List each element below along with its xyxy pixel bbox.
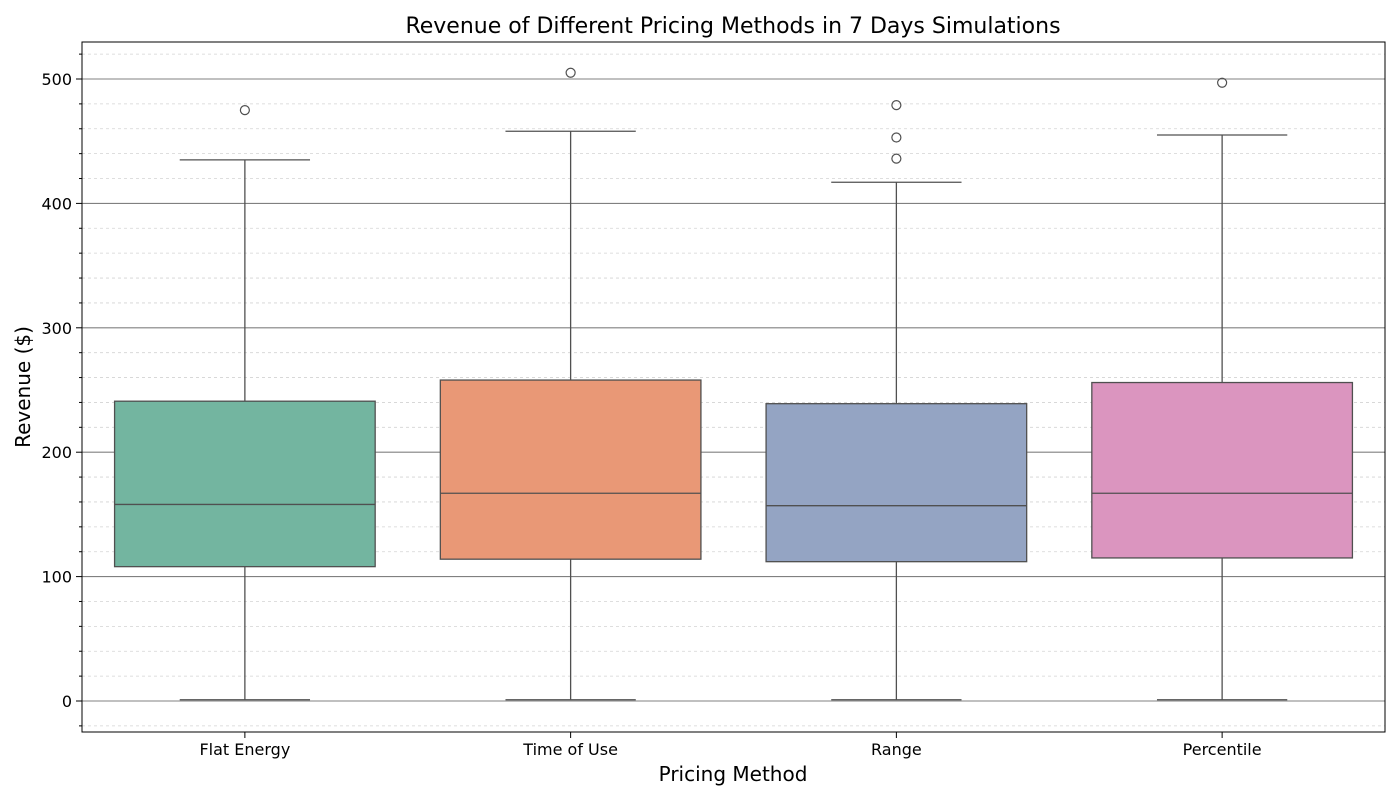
box [113,400,376,568]
outlier-point [565,67,576,78]
box [1091,381,1354,559]
x-axis: Flat Energy Time of Use Range Percentile [199,732,1262,759]
x-tick-label: Time of Use [522,740,618,759]
outlier-point [239,104,250,116]
y-tick-label: 300 [41,319,72,338]
outlier-point [891,132,902,143]
box-group [1091,77,1354,701]
y-axis: 0 100 200 300 400 500 [41,53,82,727]
x-tick-label: Percentile [1183,740,1262,759]
chart-title: Revenue of Different Pricing Methods in … [405,14,1060,39]
outlier-point [1217,77,1228,88]
y-tick-label: 0 [62,692,72,711]
x-axis-label: Pricing Method [659,762,808,786]
y-tick-label: 500 [41,70,72,89]
outlier-point [891,153,902,164]
box-group [765,100,1028,701]
box-group [439,67,702,701]
plot-frame [81,41,1386,733]
box-series [113,67,1354,701]
x-tick-label: Range [871,740,922,759]
y-axis-label: Revenue ($) [11,326,35,448]
y-tick-label: 200 [41,443,72,462]
box-group [113,104,376,701]
box [439,379,702,560]
x-tick-label: Flat Energy [199,740,290,759]
y-tick-label: 100 [41,568,72,587]
box [765,403,1028,563]
y-tick-label: 400 [41,194,72,213]
outlier-point [891,100,902,111]
